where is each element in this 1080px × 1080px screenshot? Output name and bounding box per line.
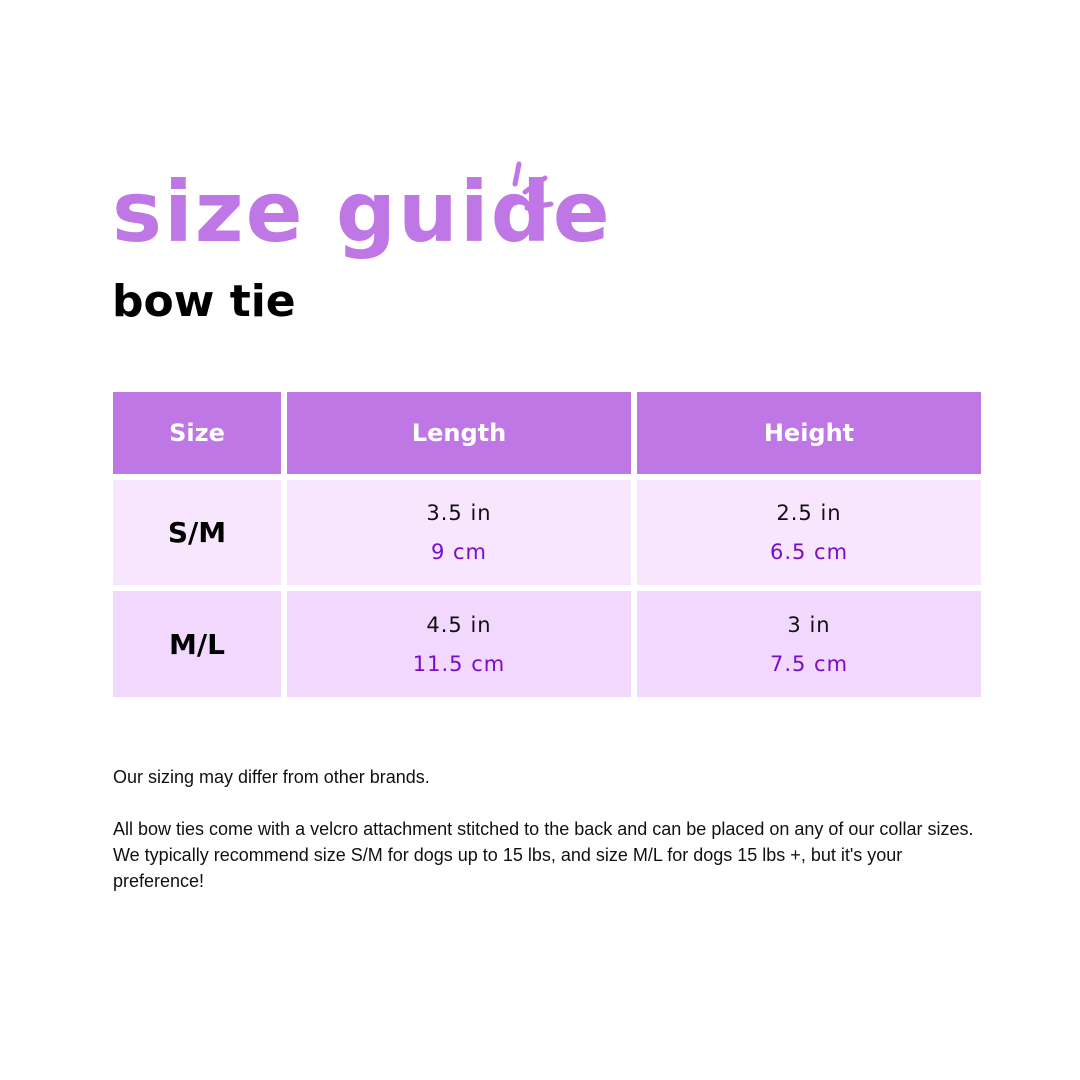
row-size: S/M bbox=[113, 480, 281, 585]
header-length: Length bbox=[287, 392, 631, 474]
sparkle-icon bbox=[512, 161, 554, 211]
note-attachment: All bow ties come with a velcro attachme… bbox=[113, 819, 974, 891]
height-inches: 3 in bbox=[787, 612, 831, 637]
page-subtitle: bow tie bbox=[112, 276, 296, 327]
length-cm: 9 cm bbox=[430, 540, 488, 564]
length-cell: 4.5 in 11.5 cm bbox=[287, 591, 631, 697]
height-cell: 3 in 7.5 cm bbox=[637, 591, 981, 697]
header-size: Size bbox=[113, 392, 281, 474]
height-cm: 7.5 cm bbox=[769, 651, 849, 676]
height-cell: 2.5 in 6.5 cm bbox=[637, 480, 981, 585]
length-cm: 11.5 cm bbox=[412, 651, 506, 676]
page-title: size guide bbox=[112, 163, 612, 261]
length-inches: 3.5 in bbox=[426, 501, 492, 525]
length-inches: 4.5 in bbox=[426, 612, 492, 637]
height-cm: 6.5 cm bbox=[769, 540, 849, 564]
note-sizing: Our sizing may differ from other brands. bbox=[113, 767, 430, 787]
header-height: Height bbox=[637, 392, 981, 474]
notes: Our sizing may differ from other brands.… bbox=[113, 764, 993, 920]
row-size: M/L bbox=[113, 591, 281, 697]
length-cell: 3.5 in 9 cm bbox=[287, 480, 631, 585]
height-inches: 2.5 in bbox=[776, 501, 842, 525]
size-table: Size Length Height S/M 3.5 in 9 cm 2.5 i… bbox=[113, 392, 981, 697]
